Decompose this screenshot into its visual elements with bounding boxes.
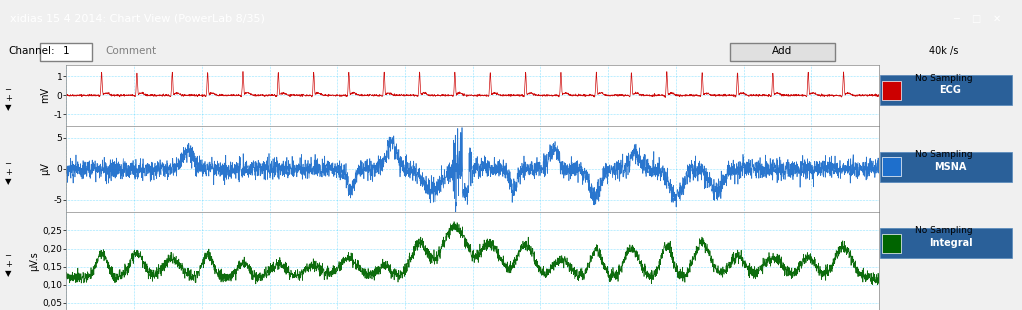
Text: MSNA: MSNA: [934, 162, 967, 172]
Text: Comment: Comment: [105, 46, 156, 56]
Text: ECG: ECG: [939, 85, 962, 95]
Text: +: +: [5, 94, 12, 103]
Text: ▼: ▼: [5, 103, 11, 112]
FancyBboxPatch shape: [880, 152, 1012, 182]
FancyBboxPatch shape: [730, 42, 835, 61]
Text: ▼: ▼: [5, 177, 11, 186]
FancyBboxPatch shape: [880, 75, 909, 105]
Text: No Sampling: No Sampling: [915, 150, 972, 159]
Text: ─: ─: [5, 85, 10, 94]
FancyBboxPatch shape: [883, 234, 901, 253]
Text: ─: ─: [953, 14, 959, 24]
Text: 1: 1: [62, 46, 69, 56]
Text: +: +: [5, 260, 12, 269]
Text: No Sampling: No Sampling: [915, 73, 972, 83]
Y-axis label: μV.s: μV.s: [30, 251, 40, 271]
FancyBboxPatch shape: [880, 228, 1012, 258]
FancyBboxPatch shape: [883, 81, 901, 100]
Text: Integral: Integral: [929, 238, 972, 248]
Text: No Sampling: No Sampling: [915, 226, 972, 235]
FancyBboxPatch shape: [883, 157, 901, 176]
FancyBboxPatch shape: [880, 228, 909, 258]
FancyBboxPatch shape: [40, 42, 92, 61]
FancyBboxPatch shape: [880, 152, 909, 182]
Text: ─: ─: [5, 250, 10, 259]
Text: ✕: ✕: [992, 14, 1001, 24]
Text: xidias 15 4 2014: Chart View (PowerLab 8/35): xidias 15 4 2014: Chart View (PowerLab 8…: [10, 14, 265, 24]
Y-axis label: mV: mV: [41, 87, 50, 104]
Text: ▼: ▼: [5, 269, 11, 278]
Text: Add: Add: [772, 46, 792, 56]
Text: ─: ─: [5, 158, 10, 167]
Text: +: +: [5, 167, 12, 177]
Text: Channel:: Channel:: [9, 46, 55, 56]
Text: □: □: [971, 14, 981, 24]
FancyBboxPatch shape: [880, 75, 1012, 105]
Text: 40k /s: 40k /s: [929, 46, 959, 56]
Y-axis label: μV: μV: [41, 162, 50, 175]
